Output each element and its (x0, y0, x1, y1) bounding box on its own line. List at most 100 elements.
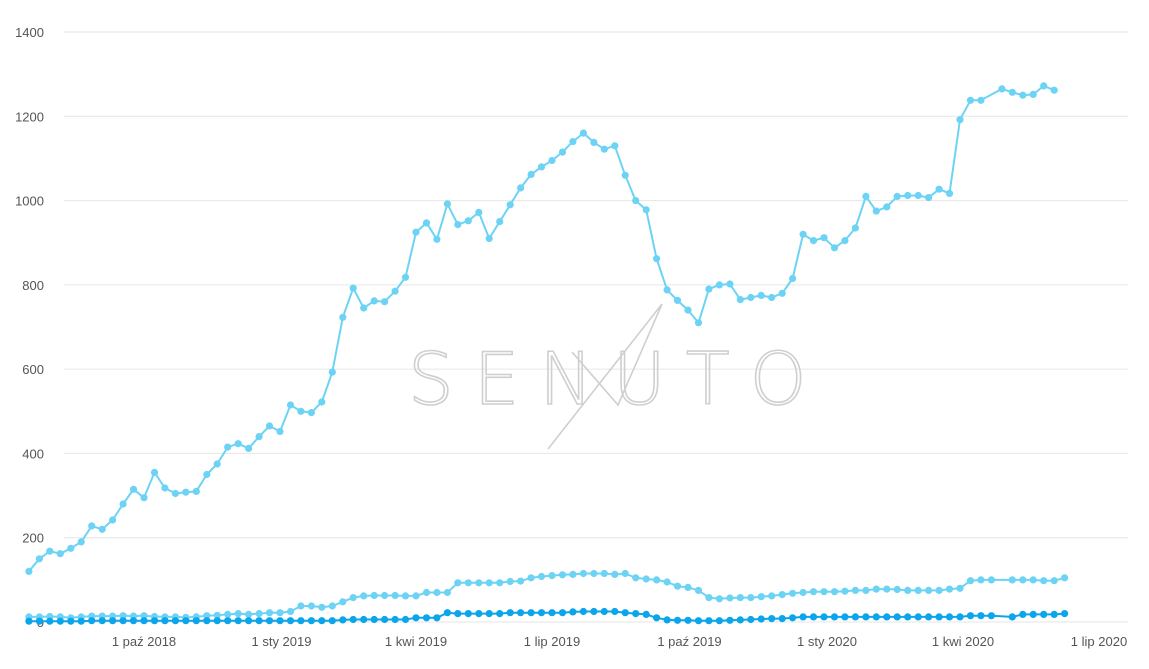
data-point[interactable] (935, 613, 943, 621)
data-point[interactable] (1040, 577, 1048, 585)
data-point[interactable] (129, 485, 138, 493)
data-point[interactable] (1019, 91, 1027, 99)
data-point[interactable] (182, 488, 190, 496)
data-point[interactable] (422, 614, 431, 622)
data-point[interactable] (245, 444, 253, 452)
data-point[interactable] (1008, 613, 1016, 621)
data-point[interactable] (653, 614, 661, 622)
data-point[interactable] (140, 494, 148, 502)
data-point[interactable] (726, 594, 734, 602)
data-point[interactable] (433, 588, 441, 597)
data-point[interactable] (150, 617, 159, 625)
data-point[interactable] (830, 613, 839, 621)
data-point[interactable] (904, 613, 912, 621)
data-point[interactable] (318, 617, 326, 625)
data-point[interactable] (820, 613, 828, 621)
data-point[interactable] (914, 613, 922, 621)
data-point[interactable] (307, 617, 315, 625)
data-point[interactable] (809, 237, 818, 245)
data-point[interactable] (475, 610, 483, 618)
data-point[interactable] (642, 575, 650, 583)
data-point[interactable] (234, 610, 242, 618)
data-point[interactable] (966, 96, 975, 104)
data-point[interactable] (809, 613, 818, 621)
data-point[interactable] (401, 273, 410, 281)
data-point[interactable] (506, 609, 514, 617)
data-point[interactable] (537, 163, 546, 171)
data-point[interactable] (977, 96, 985, 104)
data-point[interactable] (789, 589, 797, 597)
data-point[interactable] (77, 617, 85, 625)
data-point[interactable] (276, 617, 284, 625)
data-point[interactable] (883, 203, 891, 211)
data-point[interactable] (213, 617, 221, 625)
data-point[interactable] (349, 615, 357, 624)
data-point[interactable] (1029, 90, 1037, 98)
data-point[interactable] (297, 602, 305, 610)
data-point[interactable] (778, 615, 786, 623)
data-point[interactable] (485, 234, 493, 243)
data-point[interactable] (579, 607, 588, 616)
data-point[interactable] (213, 611, 221, 619)
data-point[interactable] (558, 148, 567, 156)
data-point[interactable] (224, 610, 232, 619)
data-point[interactable] (935, 586, 943, 595)
data-point[interactable] (46, 617, 54, 625)
data-point[interactable] (830, 588, 839, 596)
data-point[interactable] (339, 616, 347, 624)
data-point[interactable] (747, 594, 755, 602)
data-point[interactable] (496, 218, 504, 226)
data-point[interactable] (956, 584, 964, 592)
data-point[interactable] (77, 538, 85, 546)
data-point[interactable] (391, 615, 399, 624)
data-point[interactable] (1029, 610, 1037, 619)
data-point[interactable] (768, 592, 776, 600)
data-point[interactable] (265, 609, 274, 617)
data-point[interactable] (370, 297, 378, 305)
data-point[interactable] (799, 230, 807, 238)
data-point[interactable] (642, 610, 650, 619)
data-point[interactable] (809, 588, 818, 596)
data-point[interactable] (893, 192, 901, 200)
data-point[interactable] (307, 602, 315, 610)
data-point[interactable] (171, 617, 179, 625)
data-point[interactable] (360, 592, 368, 600)
data-point[interactable] (422, 588, 431, 597)
data-point[interactable] (956, 116, 964, 124)
data-point[interactable] (265, 617, 274, 625)
data-point[interactable] (569, 138, 577, 146)
data-point[interactable] (98, 617, 106, 625)
data-point[interactable] (475, 579, 483, 587)
data-point[interactable] (768, 615, 776, 623)
data-point[interactable] (381, 615, 389, 624)
data-point[interactable] (443, 200, 451, 208)
data-point[interactable] (548, 609, 556, 617)
data-point[interactable] (88, 522, 96, 530)
data-point[interactable] (56, 550, 64, 558)
data-point[interactable] (339, 598, 347, 606)
data-point[interactable] (673, 582, 682, 590)
data-point[interactable] (496, 579, 504, 587)
data-point[interactable] (569, 570, 577, 579)
data-point[interactable] (443, 588, 451, 597)
data-point[interactable] (496, 610, 504, 618)
data-point[interactable] (600, 145, 608, 153)
data-point[interactable] (203, 612, 211, 620)
data-point[interactable] (1029, 576, 1037, 584)
data-point[interactable] (265, 422, 274, 430)
data-point[interactable] (318, 398, 326, 406)
data-point[interactable] (307, 409, 315, 417)
data-point[interactable] (548, 572, 556, 580)
data-point[interactable] (715, 617, 724, 625)
data-point[interactable] (966, 612, 975, 620)
data-point[interactable] (1008, 576, 1016, 584)
data-point[interactable] (883, 613, 891, 621)
data-point[interactable] (255, 433, 263, 441)
data-point[interactable] (747, 293, 755, 302)
data-point[interactable] (987, 612, 996, 620)
data-point[interactable] (632, 574, 640, 582)
data-point[interactable] (694, 586, 703, 595)
data-point[interactable] (945, 613, 954, 621)
data-point[interactable] (611, 570, 619, 579)
data-point[interactable] (841, 587, 849, 595)
